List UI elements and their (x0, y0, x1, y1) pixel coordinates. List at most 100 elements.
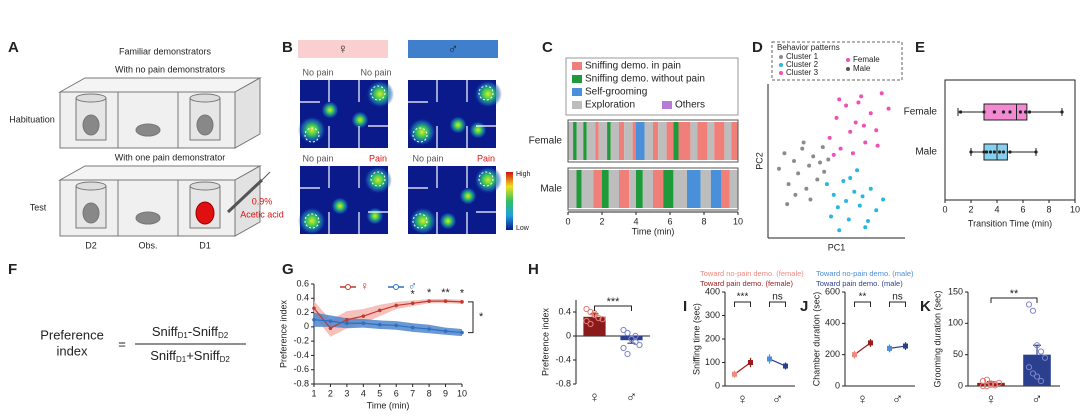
row-frame (567, 167, 739, 211)
heatmap-blob (298, 207, 326, 235)
point (377, 322, 382, 327)
point (328, 319, 333, 323)
point (1029, 307, 1037, 314)
point (732, 371, 737, 377)
x-tick-label: 4 (994, 204, 999, 214)
heatmap-blob (331, 197, 349, 215)
legend-label: Toward pain demo. (female) (700, 279, 793, 288)
bout (568, 122, 574, 160)
point (312, 306, 316, 311)
legend-swatch (572, 62, 582, 70)
point (841, 179, 846, 184)
point (982, 110, 986, 114)
significance: * (479, 311, 484, 323)
bracket (854, 301, 871, 307)
panel-label: C (542, 39, 553, 56)
bout (690, 122, 698, 160)
point (811, 154, 816, 159)
panel-label: A (8, 39, 19, 56)
schematic-title: Familiar demonstrators (119, 46, 212, 56)
point (1033, 342, 1041, 349)
bar (620, 336, 643, 341)
point (868, 111, 873, 116)
bout (731, 122, 738, 160)
legend-label: Toward no-pain demo. (female) (700, 269, 804, 278)
x-tick-label: 2 (599, 216, 604, 226)
legend-label: Self-grooming (585, 87, 647, 98)
legend-label: Female (853, 55, 880, 64)
legend-label: Toward no-pain demo. (male) (816, 269, 914, 278)
y-tick-label: 0 (715, 380, 720, 390)
legend-swatch (572, 101, 582, 109)
point (410, 301, 415, 306)
heatmap-blob (351, 111, 369, 129)
point (377, 308, 382, 313)
point (856, 100, 861, 105)
series-line (313, 319, 463, 334)
point (844, 199, 849, 204)
bout (710, 170, 721, 208)
point (361, 314, 366, 318)
point (394, 303, 399, 308)
x-tick-label: ♀ (985, 391, 996, 408)
point (782, 151, 787, 156)
point (1001, 150, 1006, 154)
legend-marker (345, 284, 351, 290)
roi-circle (370, 85, 386, 101)
bout (700, 170, 711, 208)
y-axis-label: Sniffing time (sec) (691, 303, 701, 375)
point (979, 377, 987, 385)
category-label: Female (904, 107, 938, 118)
y-tick-label: 0 (304, 321, 309, 331)
point (1025, 364, 1033, 371)
point (632, 332, 639, 340)
bracket (734, 301, 751, 307)
heatmap-blob (366, 80, 394, 108)
colorbar (506, 172, 513, 230)
bout (729, 170, 738, 208)
point (848, 129, 853, 134)
bout (636, 122, 645, 160)
point (783, 363, 788, 369)
y-tick-label: 400 (825, 318, 840, 328)
y-tick-label: 50 (953, 349, 963, 359)
panel-label: B (282, 39, 293, 56)
pair-line (889, 345, 906, 349)
y-tick-label: -0.6 (293, 364, 309, 374)
y-tick-label: 200 (825, 349, 840, 359)
y-axis-label: Preference index (278, 299, 288, 368)
point (815, 177, 820, 182)
bout (583, 122, 587, 160)
bout (666, 122, 674, 160)
y-tick-label: -0.8 (555, 378, 571, 388)
x-tick-label: 10 (733, 216, 743, 226)
pair-line (734, 362, 751, 375)
phase-label: Test (30, 202, 47, 212)
x-tick-label: 3 (344, 388, 349, 398)
point (1029, 370, 1037, 377)
heatmap-label: Pain (477, 153, 495, 163)
position-label: D1 (199, 240, 211, 250)
y-axis-label: Chamber duration (sec) (811, 292, 821, 387)
point (857, 203, 862, 208)
y-tick-label: 300 (705, 310, 720, 320)
bracket (468, 301, 474, 334)
formula-sub: D2 (220, 355, 231, 364)
bout (602, 170, 609, 208)
bout (576, 170, 582, 208)
roi-circle (478, 85, 494, 101)
point (1060, 110, 1064, 114)
x-tick-label: 8 (427, 388, 432, 398)
significance: * (427, 287, 432, 299)
bar (583, 316, 606, 336)
point (886, 106, 891, 111)
point (820, 145, 825, 150)
row-label: Female (529, 136, 563, 147)
y-tick-label: 0 (566, 330, 571, 340)
x-tick-label: 2 (328, 388, 333, 398)
point (620, 326, 627, 334)
significance: ns (892, 292, 903, 303)
point (826, 157, 831, 162)
panel-label: D (752, 39, 763, 56)
point (599, 316, 606, 323)
